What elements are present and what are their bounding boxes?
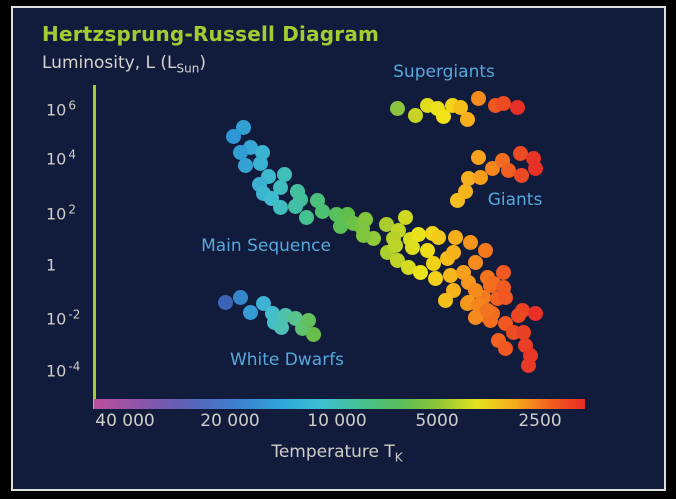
star-dot-main-sequence	[477, 242, 493, 258]
star-dot-supergiants	[509, 99, 525, 115]
y-tick-label: 10 -4	[46, 359, 81, 381]
star-dot-main-sequence	[467, 309, 483, 325]
star-dot-main-sequence	[520, 357, 536, 373]
y-tick-label: 10 -2	[46, 307, 81, 329]
star-dot-main-sequence	[225, 128, 241, 144]
star-dot-main-sequence	[467, 282, 483, 298]
star-dot-white-dwarfs	[273, 319, 289, 335]
chart-title: Hertzsprung-Russell Diagram	[42, 22, 380, 46]
y-tick-label: 1	[46, 255, 57, 275]
star-dot-supergiants	[435, 108, 451, 124]
x-axis-title-subscript: K	[394, 450, 403, 465]
star-dot-main-sequence	[495, 264, 511, 280]
star-dot-giants	[527, 160, 543, 176]
star-dot-giants	[512, 145, 528, 161]
x-axis-title: Temperature TK	[271, 442, 402, 464]
y-axis-line	[93, 85, 96, 409]
star-dot-white-dwarfs	[305, 326, 321, 342]
y-tick-label: 10 6	[46, 98, 76, 120]
star-dot-white-dwarfs	[242, 304, 258, 320]
star-dot-main-sequence	[298, 209, 314, 225]
x-tick-label: 20 000	[200, 411, 260, 431]
y-axis-title-text: Luminosity, L (L	[42, 53, 177, 73]
y-axis-title-suffix: )	[199, 53, 206, 73]
star-dot-main-sequence	[410, 226, 426, 242]
star-dot-main-sequence	[378, 216, 394, 232]
star-dot-main-sequence	[276, 166, 292, 182]
star-dot-main-sequence	[252, 155, 268, 171]
star-dot-main-sequence	[447, 229, 463, 245]
y-tick-label: 10 2	[46, 202, 76, 224]
star-dot-supergiants	[389, 100, 405, 116]
temperature-colorbar	[94, 399, 585, 409]
star-dot-main-sequence	[400, 259, 416, 275]
star-dot-main-sequence	[427, 270, 443, 286]
star-dot-main-sequence	[237, 157, 253, 173]
star-dot-main-sequence	[332, 218, 348, 234]
star-dot-supergiants	[470, 90, 486, 106]
star-dot-main-sequence	[497, 340, 513, 356]
star-dot-main-sequence	[437, 292, 453, 308]
star-dot-main-sequence	[515, 324, 531, 340]
star-dot-main-sequence	[442, 267, 458, 283]
star-dot-white-dwarfs	[300, 312, 316, 328]
star-dot-giants	[472, 169, 488, 185]
cluster-label-supergiants: Supergiants	[393, 62, 495, 82]
star-dot-giants	[460, 170, 476, 186]
star-dot-main-sequence	[430, 229, 446, 245]
star-dot-main-sequence	[479, 302, 495, 318]
star-dot-main-sequence	[412, 264, 428, 280]
star-dot-main-sequence	[462, 234, 478, 250]
star-dot-supergiants	[407, 107, 423, 123]
y-axis-title: Luminosity, L (LSun)	[42, 53, 206, 75]
x-axis-title-text: Temperature T	[271, 442, 395, 462]
star-dot-giants	[500, 162, 516, 178]
star-dot-supergiants	[459, 111, 475, 127]
star-dot-main-sequence	[445, 244, 461, 260]
star-dot-white-dwarfs	[217, 294, 233, 310]
star-dot-main-sequence	[314, 203, 330, 219]
star-dot-main-sequence	[272, 199, 288, 215]
star-dot-main-sequence	[497, 289, 513, 305]
star-dot-main-sequence	[404, 239, 420, 255]
cluster-label-giants: Giants	[487, 190, 543, 210]
cluster-label-main-sequence: Main Sequence	[201, 236, 331, 256]
star-dot-main-sequence	[387, 237, 403, 253]
star-dot-main-sequence	[419, 242, 435, 258]
star-dot-main-sequence	[272, 179, 288, 195]
star-dot-main-sequence	[527, 305, 543, 321]
star-dot-main-sequence	[232, 144, 248, 160]
y-tick-label: 10 4	[46, 147, 76, 169]
x-tick-label: 2500	[518, 411, 562, 431]
star-dot-giants	[470, 149, 486, 165]
chart-panel	[11, 6, 666, 491]
star-dot-main-sequence	[510, 307, 526, 323]
star-dot-supergiants	[452, 99, 468, 115]
x-tick-label: 10 000	[307, 411, 367, 431]
x-tick-label: 40 000	[95, 411, 155, 431]
star-dot-main-sequence	[397, 209, 413, 225]
star-dot-main-sequence	[467, 254, 483, 270]
star-dot-supergiants	[495, 95, 511, 111]
y-axis-title-subscript: Sun	[176, 61, 200, 76]
star-dot-main-sequence	[425, 255, 441, 271]
star-dot-white-dwarfs	[232, 289, 248, 305]
star-dot-giants	[457, 183, 473, 199]
star-dot-main-sequence	[287, 198, 303, 214]
cluster-label-white-dwarfs: White Dwarfs	[229, 350, 345, 370]
x-tick-label: 5000	[415, 411, 459, 431]
star-dot-giants	[513, 167, 529, 183]
star-dot-main-sequence	[355, 227, 371, 243]
star-dot-main-sequence	[482, 277, 498, 293]
